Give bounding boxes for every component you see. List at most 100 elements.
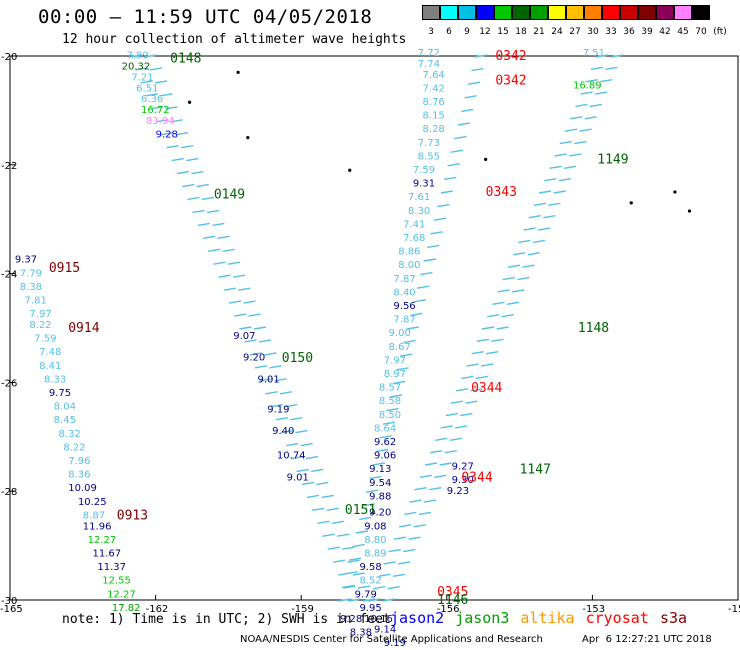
- wave-height-label: 10.74: [277, 451, 306, 462]
- wave-height-label: 83.94: [146, 116, 175, 127]
- track-tick: [605, 66, 618, 71]
- color-scale-swatch: [530, 5, 548, 20]
- track-tick: [434, 474, 447, 479]
- track-tick: [238, 287, 251, 291]
- footnote: note: 1) Time is in UTC; 2) SWH is in fe…: [62, 612, 391, 627]
- track-tick: [170, 119, 183, 123]
- color-scale-label: 6: [446, 27, 452, 37]
- track-tick: [300, 442, 313, 447]
- lat-tick-label: -22: [1, 161, 17, 172]
- track-tick: [376, 448, 389, 453]
- track-tick: [227, 261, 241, 265]
- wave-height-label: 6.51: [136, 83, 158, 94]
- track-tick: [396, 367, 409, 371]
- track-tick: [327, 546, 340, 550]
- wave-height-label: 17.82: [112, 603, 141, 614]
- wave-height-label: 8.15: [423, 111, 445, 122]
- track-tick: [201, 196, 215, 201]
- wave-height-label: 9.20: [369, 508, 391, 519]
- track-tick: [280, 429, 294, 434]
- pass-time-label: 0150: [282, 351, 313, 366]
- track-tick: [144, 54, 157, 58]
- pass-time-label: 0913: [117, 509, 148, 524]
- chart-subtitle: 12 hour collection of altimeter wave hei…: [62, 32, 407, 47]
- track-tick: [156, 119, 169, 123]
- wave-height-label: 8.30: [408, 206, 430, 217]
- wave-height-label: 7.87: [393, 315, 415, 326]
- track-tick: [590, 66, 604, 71]
- wave-height-label: 7.48: [39, 347, 61, 358]
- track-tick: [424, 462, 438, 466]
- track-tick: [348, 557, 362, 561]
- wave-height-label: 9.62: [374, 437, 396, 448]
- pass-time-label: 0914: [68, 321, 99, 336]
- track-tick: [471, 67, 484, 72]
- island-dot: [348, 168, 352, 172]
- track-tick: [538, 190, 552, 194]
- wave-height-label: 7.74: [418, 59, 440, 70]
- track-tick: [454, 135, 467, 140]
- track-tick: [457, 122, 470, 126]
- wave-height-label: 8.45: [54, 415, 76, 426]
- track-tick: [466, 363, 479, 367]
- track-tick: [171, 157, 184, 162]
- track-tick: [373, 585, 386, 590]
- track-tick: [474, 54, 487, 58]
- color-scale-label: 27: [569, 27, 581, 37]
- lat-tick-label: -28: [1, 487, 17, 498]
- wave-height-label: 8.58: [379, 396, 401, 407]
- wave-height-label: 8.32: [59, 429, 81, 440]
- track-tick: [513, 252, 526, 256]
- lat-tick-label: -20: [1, 52, 17, 63]
- track-tick: [187, 196, 200, 201]
- wave-height-label: 16.89: [573, 81, 602, 92]
- track-tick: [291, 455, 304, 460]
- pass-time-label: 1149: [597, 152, 628, 167]
- wave-height-label: 9.27: [452, 461, 474, 472]
- track-tick: [389, 394, 402, 398]
- wave-height-label: 8.38: [350, 627, 372, 638]
- color-scale-label: 33: [605, 27, 617, 37]
- track-tick: [343, 585, 356, 589]
- wave-height-label: 9.01: [258, 374, 280, 385]
- color-scale-label: 21: [533, 27, 545, 37]
- track-tick: [372, 462, 385, 466]
- island-dot: [687, 209, 692, 213]
- wave-height-label: 10.09: [68, 483, 97, 494]
- color-scale-label: 24: [551, 27, 563, 37]
- track-tick: [575, 103, 588, 108]
- color-scale-label: 36: [623, 27, 635, 37]
- track-tick: [537, 227, 551, 231]
- wave-height-label: 7.61: [408, 192, 430, 203]
- track-tick: [342, 546, 355, 550]
- wave-height-label: 8.28: [423, 124, 445, 135]
- track-tick: [480, 363, 494, 367]
- color-scale-swatch: [674, 5, 692, 20]
- track-tick: [392, 573, 406, 577]
- track-tick: [337, 533, 350, 537]
- track-tick: [378, 573, 391, 577]
- track-tick: [217, 235, 230, 240]
- pass-time-label: 0342: [495, 49, 526, 64]
- wave-height-label: 9.07: [233, 331, 255, 342]
- track-tick: [345, 571, 358, 575]
- track-tick: [574, 140, 587, 145]
- track-tick: [296, 468, 309, 473]
- track-tick: [569, 153, 582, 157]
- track-tick: [549, 165, 562, 169]
- track-tick: [450, 400, 464, 404]
- track-tick: [176, 170, 190, 175]
- lon-tick-label: -153: [582, 604, 605, 615]
- wave-height-label: 11.96: [83, 521, 112, 532]
- wave-height-label: 9.37: [15, 255, 37, 266]
- island-dot: [673, 190, 677, 194]
- track-tick: [570, 116, 583, 120]
- track-tick: [430, 231, 443, 235]
- track-tick: [259, 339, 272, 343]
- wave-height-label: 9.58: [359, 562, 381, 573]
- track-tick: [322, 533, 335, 537]
- wave-height-label: 7.97: [29, 309, 51, 320]
- color-scale-swatch: [566, 5, 584, 20]
- track-tick: [182, 183, 195, 188]
- color-scale-swatch: [602, 5, 620, 20]
